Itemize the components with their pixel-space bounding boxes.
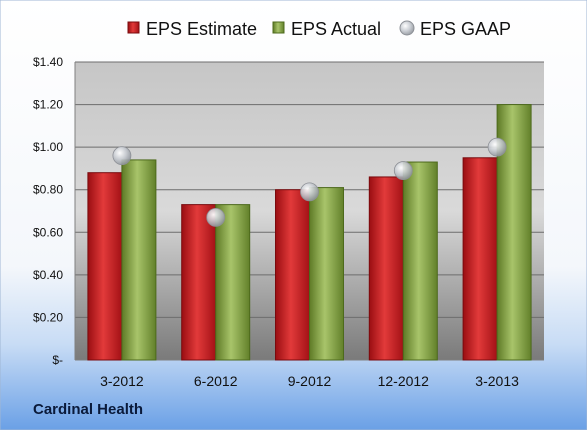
bar-eps-actual-3-2012 bbox=[121, 159, 157, 361]
x-tick-label: 3-2013 bbox=[475, 373, 519, 389]
y-tick-label: $0.20 bbox=[33, 310, 63, 324]
x-tick-label: 6-2012 bbox=[194, 373, 238, 389]
legend-eps-estimate: EPS Estimate bbox=[127, 19, 257, 39]
x-tick-label: 3-2012 bbox=[100, 373, 144, 389]
marker-eps-gaap-12-2012 bbox=[393, 161, 413, 180]
legend-eps-estimate-swatch bbox=[127, 21, 140, 34]
bar-eps-estimate-3-2013 bbox=[462, 157, 498, 361]
bar-eps-actual-6-2012 bbox=[215, 204, 251, 361]
legend-eps-actual-swatch bbox=[272, 21, 285, 34]
company-name: Cardinal Health bbox=[33, 401, 144, 418]
marker-eps-gaap-3-2013 bbox=[487, 137, 507, 157]
bar-eps-estimate-6-2012 bbox=[181, 204, 217, 361]
legend-eps-gaap: EPS GAAP bbox=[399, 19, 511, 39]
marker-eps-gaap-3-2012 bbox=[112, 146, 132, 166]
y-tick-label: $0.60 bbox=[33, 225, 63, 239]
legend-eps-gaap-swatch bbox=[399, 20, 415, 36]
y-tick-label: $1.00 bbox=[33, 140, 63, 154]
x-tick-label: 9-2012 bbox=[288, 373, 332, 389]
legend-eps-actual-label: EPS Actual bbox=[291, 19, 381, 39]
legend-eps-estimate-label: EPS Estimate bbox=[146, 19, 257, 39]
bar-eps-estimate-9-2012 bbox=[275, 189, 310, 361]
x-tick-label: 12-2012 bbox=[378, 373, 430, 389]
bar-eps-estimate-12-2012 bbox=[368, 176, 404, 361]
bar-eps-actual-12-2012 bbox=[402, 161, 438, 361]
bar-eps-actual-9-2012 bbox=[309, 187, 344, 361]
y-tick-label: $0.80 bbox=[33, 183, 63, 197]
marker-eps-gaap-9-2012 bbox=[300, 182, 319, 202]
y-tick-label: $1.20 bbox=[33, 98, 63, 112]
legend-eps-actual: EPS Actual bbox=[272, 19, 381, 39]
y-tick-label: $0.40 bbox=[33, 268, 63, 282]
y-tick-label: $1.40 bbox=[33, 55, 63, 69]
legend-eps-gaap-label: EPS GAAP bbox=[420, 19, 511, 39]
y-tick-label: $- bbox=[52, 353, 63, 367]
bar-eps-estimate-3-2012 bbox=[87, 172, 123, 361]
marker-eps-gaap-6-2012 bbox=[206, 207, 226, 227]
